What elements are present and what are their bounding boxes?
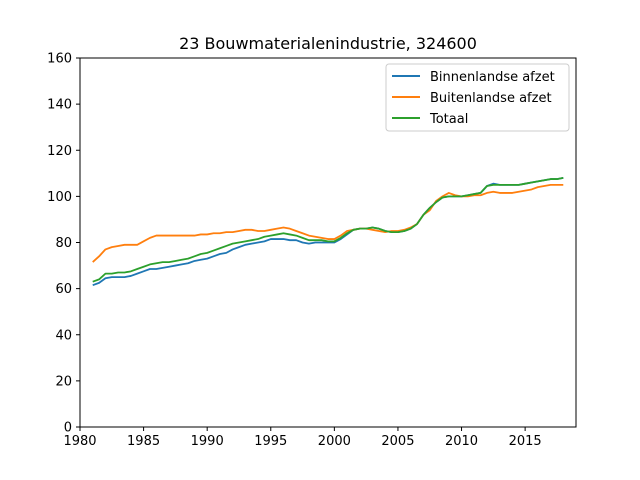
chart-title: 23 Bouwmaterialenindustrie, 324600 <box>179 34 477 53</box>
x-axis: 1980 1985 1990 1995 2000 2005 2010 2015 <box>63 427 542 449</box>
y-tick-label: 120 <box>47 144 72 159</box>
y-tick-label: 20 <box>55 374 72 389</box>
y-tick-label: 160 <box>47 52 72 67</box>
x-tick-label: 2000 <box>318 434 351 449</box>
x-tick-label: 2015 <box>509 434 542 449</box>
x-tick-label: 1980 <box>63 434 96 449</box>
legend-label-1: Buitenlandse afzet <box>430 91 552 106</box>
series-line-2 <box>92 177 564 283</box>
y-tick-label: 80 <box>55 236 72 251</box>
legend-label-2: Totaal <box>429 112 468 127</box>
x-tick-label: 2005 <box>381 434 414 449</box>
legend: Binnenlandse afzet Buitenlandse afzet Tota… <box>385 63 570 132</box>
legend-label-0: Binnenlandse afzet <box>430 70 555 85</box>
series-line-1 <box>92 183 564 263</box>
y-tick-label: 100 <box>47 190 72 205</box>
x-tick-label: 1995 <box>254 434 287 449</box>
x-tick-label: 1990 <box>191 434 224 449</box>
y-tick-label: 40 <box>55 328 72 343</box>
x-tick-label: 1985 <box>127 434 160 449</box>
x-tick-label: 2010 <box>445 434 478 449</box>
plot-area <box>92 177 564 287</box>
y-tick-label: 140 <box>47 98 72 113</box>
legend-box <box>385 63 570 132</box>
y-tick-label: 60 <box>55 282 72 297</box>
y-axis: 0 20 40 60 80 100 120 140 160 <box>47 52 80 436</box>
y-tick-label: 0 <box>64 421 72 436</box>
